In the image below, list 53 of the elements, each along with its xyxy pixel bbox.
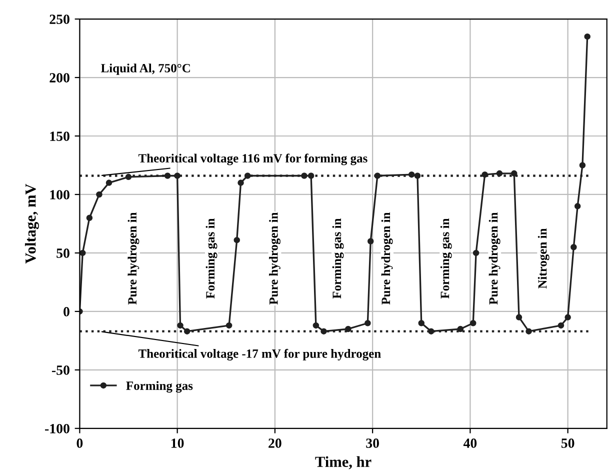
annotation: Forming gas in [440,218,452,299]
annotation: Forming gas in [332,218,344,299]
point [516,314,522,320]
point [574,203,581,210]
point [226,322,232,329]
annotation: Pure hydrogen in [381,212,393,305]
point [80,250,86,256]
y-tick-label: -100 [45,424,70,434]
y-tick-label: 50 [56,248,70,258]
point [496,170,503,177]
point [238,180,244,186]
y-tick-label: 100 [50,190,70,200]
point [364,320,371,326]
annotation: Pure hydrogen in [128,212,140,305]
annotation: Forming gas in [206,218,218,299]
y-tick-label: 0 [64,307,70,316]
point [96,191,102,198]
y-tick-label: 200 [50,73,70,82]
point [511,170,518,177]
x-tick-label: 10 [171,438,184,448]
annotation: Pure hydrogen in [488,212,500,305]
point [367,238,374,244]
point [564,314,571,320]
y-axis-title: Voltage, mV [24,184,39,264]
ref-line-label: Theoritical voltage -17 mV for pure hydrogen [138,348,381,360]
point [558,322,564,329]
point [470,320,476,326]
y-tick-label: -50 [52,366,70,375]
point [177,322,184,329]
annotation: Liquid Al, 750°C [100,64,190,75]
point [579,162,586,168]
point [570,244,577,250]
legend-label: Forming gas [126,381,193,393]
x-tick-label: 50 [561,438,574,448]
point [106,180,112,186]
annotation: Nitrogen in [538,228,550,289]
point [312,322,320,329]
point [472,250,480,256]
x-axis-title: Time, hr [315,456,372,470]
x-tick-label: 20 [268,438,282,448]
x-tick-label: 40 [463,438,477,448]
y-tick-label: 150 [50,132,70,141]
x-tick-label: 30 [366,438,379,448]
y-tick-label: 250 [50,14,70,24]
ref-line-label: Theoritical voltage 116 mV for forming gas [138,154,368,166]
point [345,326,352,332]
point [234,236,240,244]
point [584,33,590,40]
x-tick-label: 0 [76,438,83,448]
point [457,326,464,332]
annotation: Pure hydrogen in [269,212,280,305]
point [86,214,93,221]
point [418,320,425,326]
